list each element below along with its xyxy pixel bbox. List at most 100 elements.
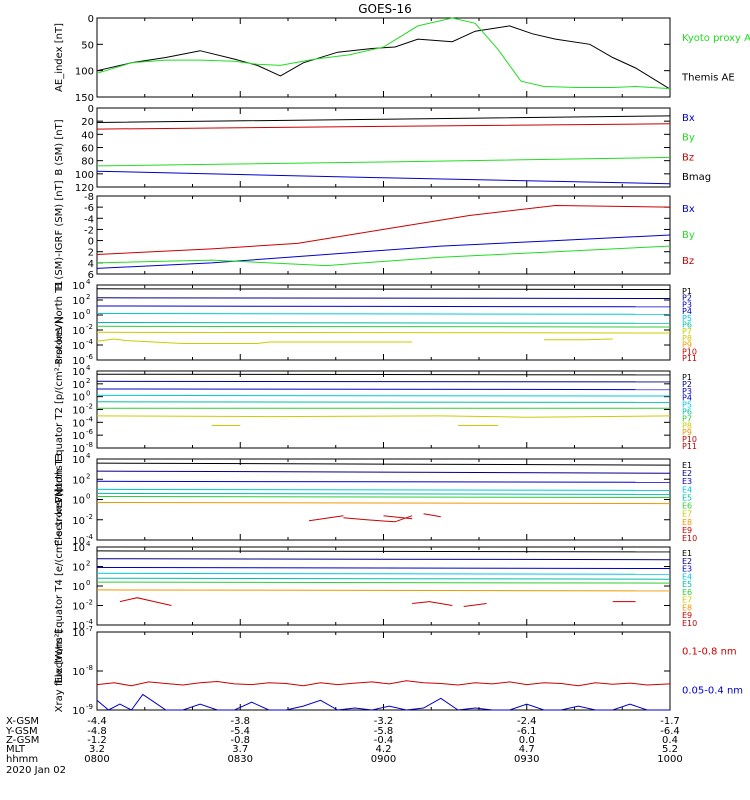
y-tick-exponent: -6 (86, 353, 94, 361)
y-tick-exponent: 0 (86, 390, 90, 398)
y-tick-label: 10 (72, 602, 85, 613)
y-tick-base: 10 (72, 418, 85, 429)
y-tick-base: 10 (72, 602, 85, 613)
y-tick-base: 10 (72, 356, 85, 367)
y-tick-base: 10 (72, 475, 85, 486)
y-axis-label: Protons Equator T2 [p/(cm²-s-sr-keV)] (54, 316, 65, 503)
table-cell: -4.4 (87, 716, 107, 727)
y-tick-exponent: 4 (86, 278, 91, 286)
legend-label: P7 (682, 327, 692, 336)
legend-label: P11 (682, 442, 697, 451)
y-tick-label: 10 (72, 667, 85, 678)
legend-label: E8 (682, 603, 692, 612)
series-line-10 (383, 515, 413, 520)
panel-frame (96, 107, 671, 188)
y-tick-exponent: 0 (86, 308, 90, 316)
series-line-2 (96, 380, 671, 383)
legend-label: P2 (682, 294, 692, 303)
legend-label: P7 (682, 414, 692, 423)
table-row-label: Z-GSM (6, 735, 39, 746)
y-tick-label: 10 (72, 296, 85, 307)
legend-label: E6 (682, 502, 692, 511)
legend-label: E10 (682, 534, 697, 543)
y-tick-label: 10 (72, 281, 85, 292)
y-tick-base: 10 (72, 393, 85, 404)
legend-label: E6 (682, 588, 692, 597)
y-tick-label: 10 (72, 496, 85, 507)
y-tick-label: 4 (88, 259, 94, 270)
table-row-label: MLT (6, 744, 26, 755)
series-line-11 (423, 513, 441, 518)
table-cell: 0.4 (662, 735, 678, 746)
y-tick-label: 10 (72, 406, 85, 417)
legend-label: E5 (682, 580, 692, 589)
y-tick-exponent: -9 (86, 703, 93, 711)
series-line-2 (96, 234, 671, 269)
panel-frame (96, 631, 671, 711)
y-tick-exponent: -2 (86, 403, 93, 411)
y-tick-base: 10 (72, 563, 85, 574)
series-line-8 (119, 597, 155, 603)
table-cell: 0800 (84, 754, 109, 765)
y-tick-exponent: 2 (86, 472, 90, 480)
series-line-1 (96, 462, 671, 466)
legend-label: P9 (682, 428, 692, 437)
series-line-7 (96, 331, 671, 334)
legend-label: Kyoto proxy AE (682, 33, 750, 44)
y-tick-base: 10 (72, 536, 85, 547)
y-tick-label: 100 (75, 170, 94, 181)
y-tick-base: 10 (72, 281, 85, 292)
y-tick-label: -4 (84, 214, 94, 225)
legend-label: E2 (682, 469, 692, 478)
series-line-7 (96, 589, 671, 592)
y-tick-label: 10 (72, 356, 85, 367)
legend-label: P1 (682, 287, 692, 296)
y-tick-label: 10 (72, 516, 85, 527)
y-tick-label: 0 (88, 104, 94, 115)
y-tick-exponent: -2 (86, 513, 93, 521)
y-tick-base: 10 (72, 311, 85, 322)
series-line-8 (308, 515, 344, 522)
series-line-7 (96, 502, 671, 505)
series-line-3 (96, 480, 671, 483)
y-tick-exponent: 2 (86, 293, 90, 301)
legend-label: E5 (682, 493, 692, 502)
series-line-1 (96, 550, 671, 553)
table-cell: -1.7 (660, 716, 680, 727)
series-line-9 (154, 601, 172, 606)
series-line-1 (96, 25, 671, 90)
y-axis-label: Xray flux [W/m²] (54, 630, 65, 713)
series-line-1 (96, 115, 671, 123)
series-line-10 (412, 601, 453, 606)
y-tick-label: 2 (88, 248, 94, 259)
legend-label: P4 (682, 307, 692, 316)
legend-label: E3 (682, 477, 692, 486)
y-tick-base: 10 (72, 296, 85, 307)
y-tick-exponent: -8 (86, 441, 93, 449)
series-line-6 (96, 496, 671, 498)
legend-label: E7 (682, 596, 692, 605)
y-tick-exponent: 4 (86, 364, 91, 372)
series-line-3 (96, 245, 671, 267)
y-tick-label: 10 (72, 341, 85, 352)
legend-label: E4 (682, 485, 692, 494)
table-cell: 0930 (514, 754, 539, 765)
legend-label: P5 (682, 401, 692, 410)
series-line-1 (96, 373, 671, 376)
legend-label: P8 (682, 421, 692, 430)
panel-frame (96, 17, 671, 98)
y-tick-base: 10 (72, 706, 85, 717)
series-line-2 (96, 558, 671, 561)
y-tick-base: 10 (72, 516, 85, 527)
table-cell: 0900 (371, 754, 396, 765)
legend-label: P5 (682, 314, 692, 323)
y-tick-base: 10 (72, 455, 85, 466)
y-tick-label: 80 (81, 157, 94, 168)
y-axis-label: Electrons North T3 (54, 453, 65, 546)
y-tick-base: 10 (72, 628, 85, 639)
y-tick-base: 10 (72, 496, 85, 507)
